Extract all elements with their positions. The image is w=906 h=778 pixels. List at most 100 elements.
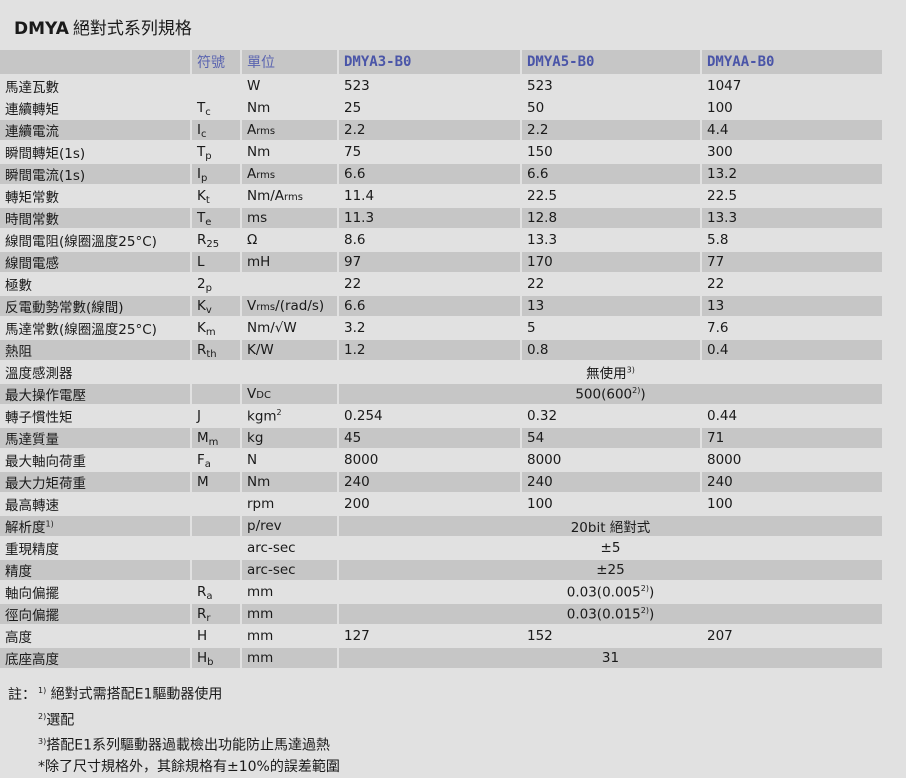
value-cell: 300	[702, 142, 882, 162]
label-text: 解析度	[5, 520, 46, 536]
row-symbol: Ra	[192, 582, 240, 602]
footnote-ref: 3)	[626, 365, 635, 375]
table-row: 轉矩常數 Kt Nm/Arms 11.4 22.5 22.5	[0, 186, 882, 206]
table-row: 重現精度 arc-sec ±5	[0, 538, 882, 558]
value-cell: 22	[339, 274, 520, 294]
row-symbol	[192, 76, 240, 96]
row-symbol	[192, 384, 240, 404]
value-cell: 0.32	[522, 406, 700, 426]
unit-main: Nm	[247, 100, 271, 116]
row-symbol: Te	[192, 208, 240, 228]
row-unit: kg	[242, 428, 337, 448]
symbol-subscript: a	[206, 591, 213, 602]
row-unit: mm	[242, 648, 337, 668]
header-unit: 單位	[242, 50, 337, 74]
header-model: DMYA5-B0	[522, 50, 700, 74]
note-text: 選配	[46, 712, 75, 729]
symbol-subscript: th	[206, 349, 217, 360]
value-cell: 6.6	[522, 164, 700, 184]
merged-value-cell: ±5	[339, 538, 882, 558]
symbol-subscript: p	[205, 151, 212, 162]
row-symbol	[192, 494, 240, 514]
row-unit: N	[242, 450, 337, 470]
row-unit: Nm	[242, 98, 337, 118]
row-label: 最高轉速	[0, 494, 190, 514]
unit-main: rpm	[247, 496, 275, 512]
label-text: 最高轉速	[5, 498, 59, 514]
unit-main: Nm/A	[247, 188, 285, 204]
value-cell: 13.3	[702, 208, 882, 228]
label-text: 連續電流	[5, 124, 59, 140]
label-text: 瞬間電流(1s)	[5, 168, 86, 184]
symbol-subscript: r	[206, 613, 211, 624]
spec-table: 符號 單位 DMYA3-B0 DMYA5-B0 DMYAA-B0 馬達瓦數 W 52…	[0, 48, 884, 670]
merged-value: 0.03(0.005	[566, 584, 641, 601]
symbol-subscript: p	[205, 283, 212, 294]
row-unit: mm	[242, 626, 337, 646]
note-ref: 2)	[38, 711, 47, 721]
symbol-main: F	[197, 452, 205, 468]
value-cell: 150	[522, 142, 700, 162]
label-text: 反電動勢常數(線間)	[5, 300, 124, 316]
value-cell: 7.6	[702, 318, 882, 338]
table-row: 瞬間轉矩(1s) Tp Nm 75 150 300	[0, 142, 882, 162]
row-label: 最大操作電壓	[0, 384, 190, 404]
row-unit: Ω	[242, 230, 337, 250]
value-cell: 100	[522, 494, 700, 514]
table-row: 瞬間電流(1s) Ip Arms 6.6 6.6 13.2	[0, 164, 882, 184]
value-cell: 2.2	[522, 120, 700, 140]
value-cell: 54	[522, 428, 700, 448]
merged-value-cell: 無使用3)	[339, 362, 882, 382]
symbol-main: R	[197, 232, 207, 248]
merged-value-cell: ±25	[339, 560, 882, 580]
row-unit: ms	[242, 208, 337, 228]
symbol-main: K	[197, 188, 206, 204]
label-text: 最大軸向荷重	[5, 454, 86, 470]
symbol-main: T	[197, 144, 206, 160]
label-text: 線間電阻(線圈溫度25°C)	[5, 234, 157, 250]
row-symbol: Ip	[192, 164, 240, 184]
symbol-main: T	[197, 100, 206, 116]
label-text: 極數	[5, 278, 32, 294]
row-unit: Arms	[242, 164, 337, 184]
label-text: 重現精度	[5, 542, 59, 558]
label-text: 轉矩常數	[5, 190, 59, 206]
row-symbol: Km	[192, 318, 240, 338]
table-row: 連續轉矩 Tc Nm 25 50 100	[0, 98, 882, 118]
unit-main: kgm	[247, 408, 277, 425]
value-cell: 13.2	[702, 164, 882, 184]
row-label: 轉子慣性矩	[0, 406, 190, 426]
unit-small: rms	[284, 192, 303, 203]
value-cell: 200	[339, 494, 520, 514]
row-unit: Vrms/(rad/s)	[242, 296, 337, 316]
label-text: 馬達質量	[5, 432, 59, 448]
footnote-ref: 2)	[632, 385, 641, 395]
label-text: 軸向偏擺	[5, 586, 59, 602]
unit-main: mm	[247, 650, 274, 666]
unit-main: mm	[247, 584, 274, 600]
unit-rest: /(rad/s)	[275, 298, 325, 314]
unit-main: mH	[247, 254, 271, 270]
unit-main: A	[247, 122, 257, 138]
unit-main: Ω	[247, 232, 258, 248]
row-unit	[242, 362, 337, 382]
value-cell: 11.4	[339, 186, 520, 206]
table-row: 解析度1) p/rev 20bit 絕對式	[0, 516, 882, 536]
value-cell: 8000	[702, 450, 882, 470]
merged-value: 無使用	[586, 366, 627, 382]
row-label: 反電動勢常數(線間)	[0, 296, 190, 316]
label-text: 熱阻	[5, 344, 32, 360]
label-text: 徑向偏擺	[5, 608, 59, 624]
value-cell: 97	[339, 252, 520, 272]
table-row: 線間電阻(線圈溫度25°C) R25 Ω 8.6 13.3 5.8	[0, 230, 882, 250]
unit-main: V	[247, 386, 257, 402]
value-cell: 0.44	[702, 406, 882, 426]
value-cell: 77	[702, 252, 882, 272]
row-symbol: H	[192, 626, 240, 646]
value-cell: 12.8	[522, 208, 700, 228]
row-unit: rpm	[242, 494, 337, 514]
row-label: 瞬間轉矩(1s)	[0, 142, 190, 162]
row-unit: VDC	[242, 384, 337, 404]
value-cell: 45	[339, 428, 520, 448]
value-cell: 1047	[702, 76, 882, 96]
